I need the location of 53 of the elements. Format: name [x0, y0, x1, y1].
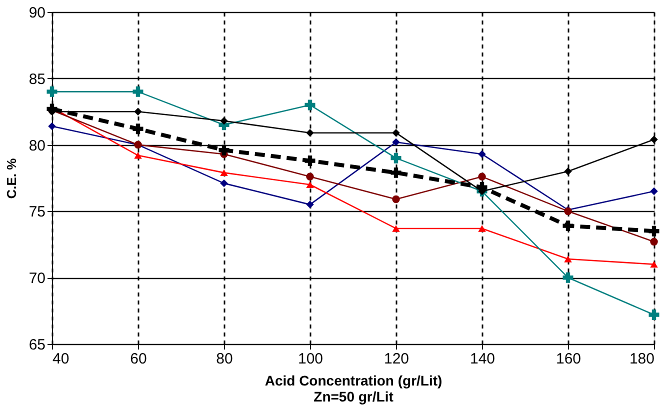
point — [306, 172, 314, 181]
point — [48, 122, 56, 130]
point — [134, 152, 142, 159]
point — [564, 256, 572, 262]
text: Zn=50 gr/Lit — [314, 388, 394, 404]
point — [304, 100, 316, 110]
y-tick-label: 70 — [28, 270, 46, 288]
point — [650, 187, 658, 196]
point — [220, 169, 228, 176]
point — [132, 124, 144, 134]
y-tick-label: 90 — [28, 4, 46, 22]
point — [650, 260, 658, 268]
x-tick-label: 80 — [216, 350, 233, 368]
x-tick-label: 100 — [298, 350, 324, 368]
y-tick-label: 65 — [28, 336, 46, 354]
x-tick-label: 140 — [470, 350, 496, 368]
point — [478, 225, 486, 232]
point — [390, 152, 402, 164]
point — [478, 172, 486, 181]
point — [564, 167, 572, 176]
x-tick-label: 160 — [556, 350, 582, 368]
point — [132, 86, 144, 97]
point — [220, 179, 228, 188]
point — [392, 225, 400, 232]
point — [478, 150, 486, 158]
x-tick-label: 180 — [629, 350, 654, 368]
point — [306, 128, 314, 137]
point — [134, 108, 142, 116]
point — [46, 104, 58, 114]
point — [46, 86, 58, 97]
point — [392, 128, 400, 137]
y-axis-title: C.E. % — [4, 158, 19, 199]
y-tick-label: 80 — [28, 137, 46, 154]
point — [562, 220, 574, 232]
point — [650, 136, 658, 144]
point — [392, 195, 400, 204]
point — [306, 181, 314, 188]
point — [392, 138, 400, 146]
point — [650, 238, 658, 246]
y-tick-label: 75 — [28, 204, 46, 221]
x-tick-label: 120 — [384, 350, 410, 368]
point — [220, 117, 228, 125]
point — [304, 155, 316, 166]
point — [390, 167, 402, 178]
x-tick-label: 40 — [52, 350, 70, 368]
point — [648, 226, 660, 236]
point — [218, 144, 230, 156]
x-tick-label: 60 — [130, 350, 147, 368]
x-axis-title: Acid Concentration (gr/Lit) — [264, 372, 442, 388]
y-tick-label: 85 — [28, 70, 46, 88]
point — [306, 200, 314, 208]
point — [562, 272, 574, 283]
point — [648, 310, 660, 320]
